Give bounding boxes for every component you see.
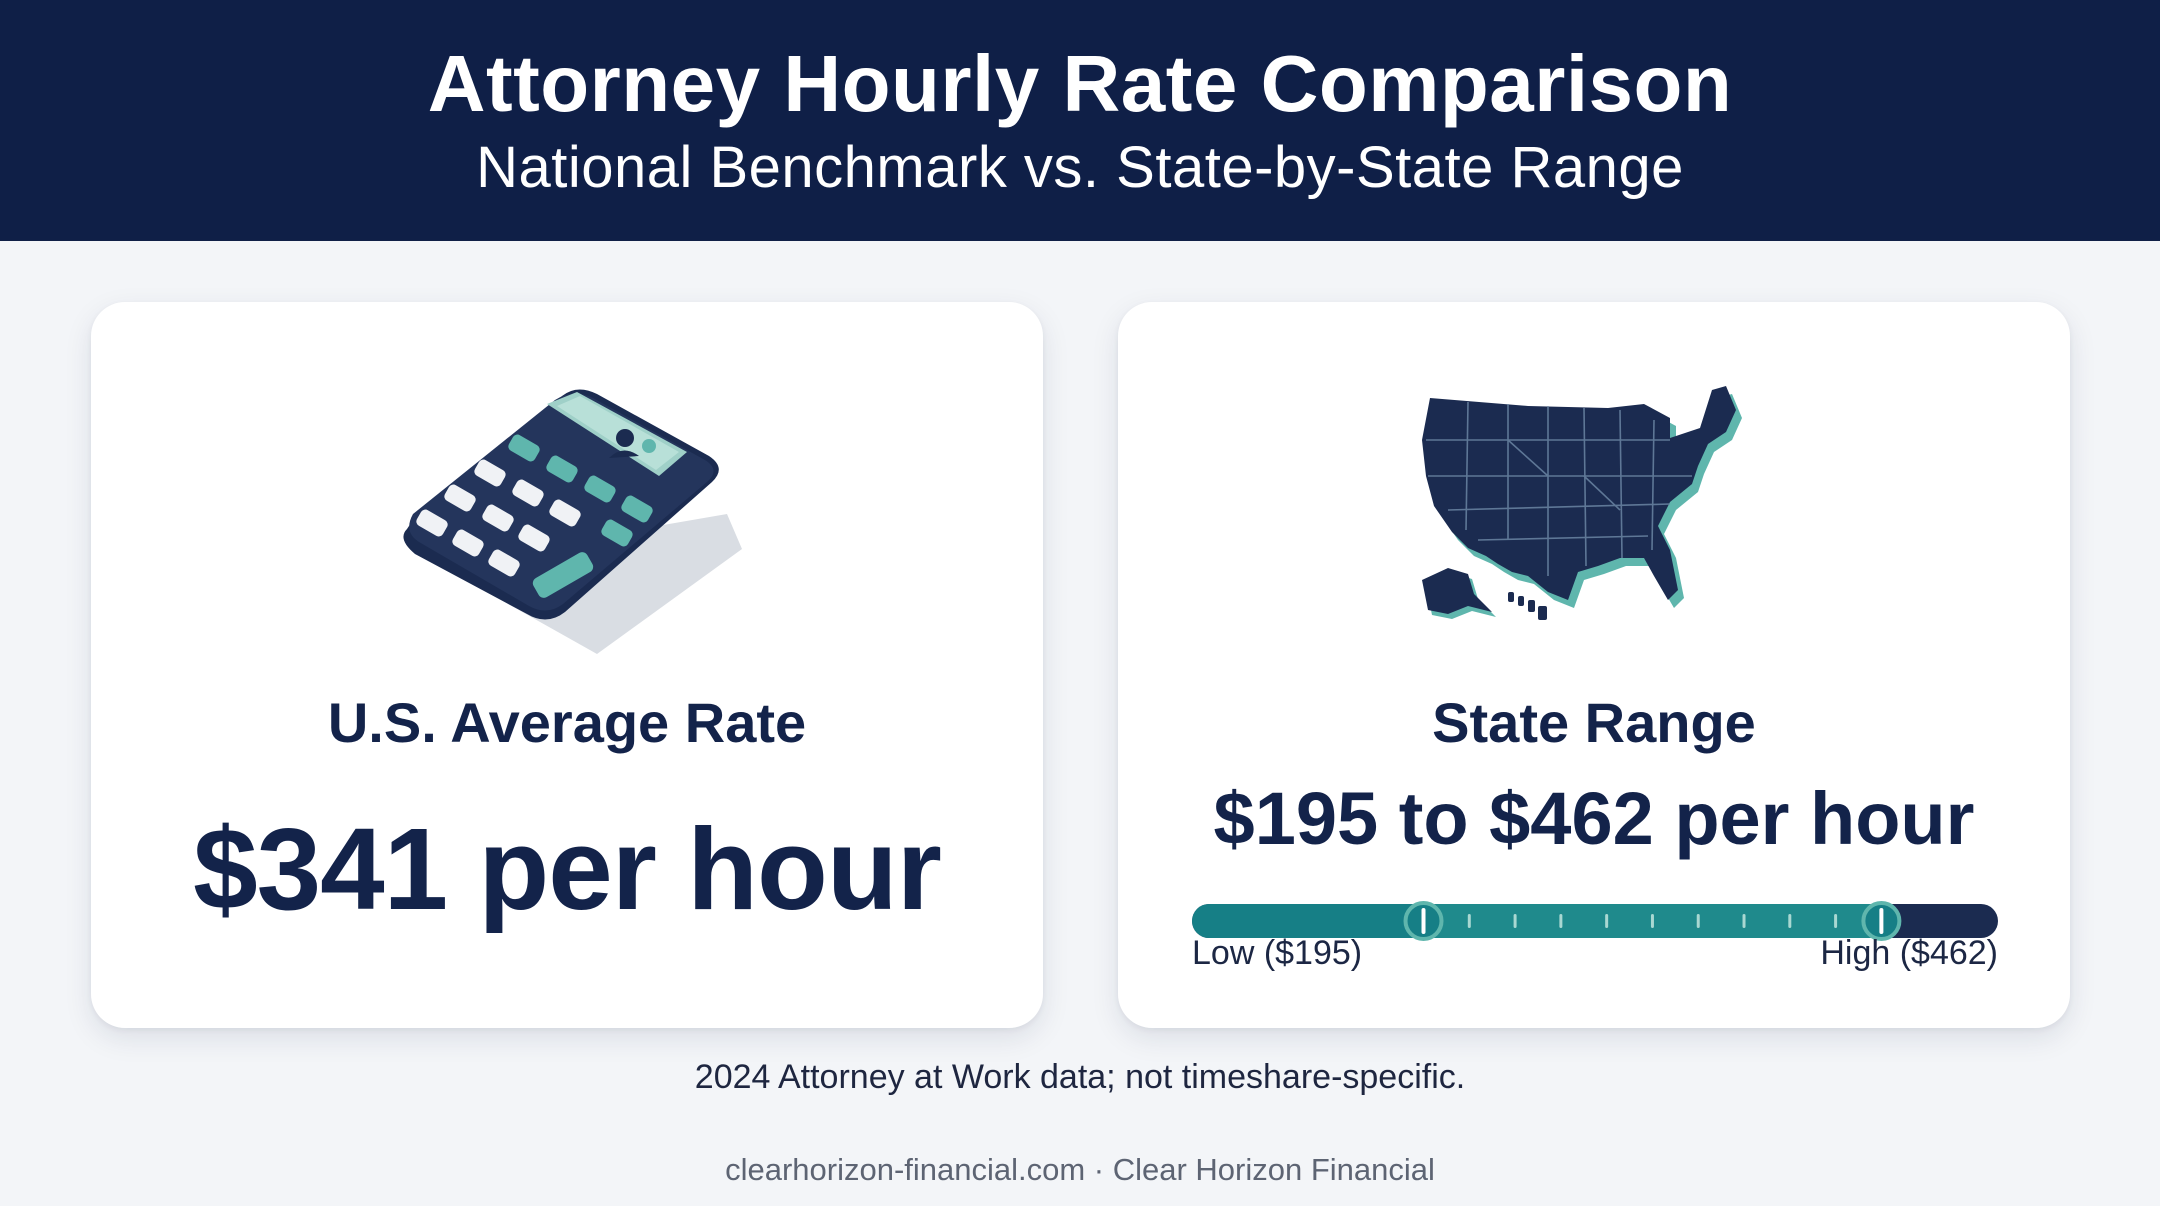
national-average-value: $341 per hour <box>193 804 942 934</box>
us-map-icon <box>1422 386 1742 620</box>
slider-tick <box>1834 914 1838 928</box>
range-low-label: Low ($195) <box>1192 934 1363 972</box>
header-banner: Attorney Hourly Rate Comparison National… <box>0 0 2160 241</box>
slider-handle-low <box>1403 901 1444 941</box>
slider-tick <box>1696 914 1700 928</box>
state-heading: State Range <box>1432 691 1756 754</box>
slider-tick <box>1559 914 1563 928</box>
slider-tick <box>1513 914 1517 928</box>
slider-tick <box>1650 914 1654 928</box>
slider-tick <box>1605 914 1609 928</box>
page-title: Attorney Hourly Rate Comparison <box>427 39 1733 128</box>
state-range-card: State Range $195 to $462 per hour Low ($… <box>1118 302 2070 1028</box>
slider-tick <box>1467 914 1471 928</box>
range-slider <box>1192 901 1998 941</box>
range-high-label: High ($462) <box>1820 934 1998 972</box>
slider-ticks <box>1467 914 1838 928</box>
footer-credit: clearhorizon-financial.com · Clear Horiz… <box>725 1152 1435 1187</box>
slider-fill-low <box>1192 904 1444 938</box>
slider-tick <box>1742 914 1746 928</box>
slider-tick <box>1788 914 1792 928</box>
state-range-value: $195 to $462 per hour <box>1213 777 1975 860</box>
calculator-icon <box>403 389 742 654</box>
slider-handle-high <box>1861 901 1902 941</box>
page-subtitle: National Benchmark vs. State-by-State Ra… <box>476 135 1684 200</box>
national-heading: U.S. Average Rate <box>327 691 807 754</box>
source-note: 2024 Attorney at Work data; not timeshar… <box>694 1058 1466 1096</box>
national-average-card: U.S. Average Rate $341 per hour <box>91 302 1043 1028</box>
